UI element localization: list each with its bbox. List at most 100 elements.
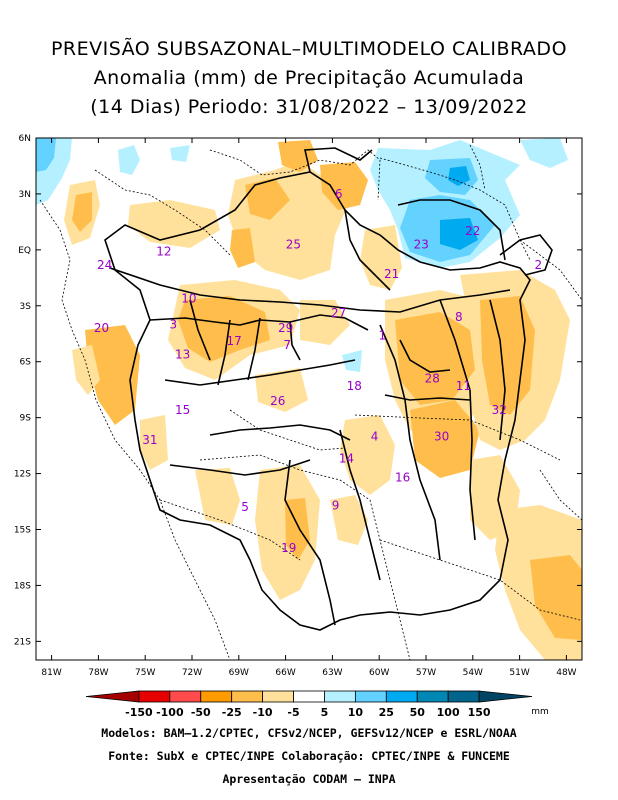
colorbar-label: 5: [321, 706, 329, 719]
colorbar-label: -150: [125, 706, 153, 719]
lat-tick-label: 6N: [19, 134, 31, 144]
border-line: [379, 157, 531, 261]
lat-tick-label: EQ: [18, 246, 31, 256]
positive-anomaly-area: [520, 138, 568, 168]
lon-tick-label: 60W: [369, 668, 389, 678]
colorbar-label: -50: [191, 706, 211, 719]
colorbar-unit: mm: [531, 707, 549, 717]
region-label: 14: [339, 452, 354, 466]
negative-anomaly-area: [230, 228, 255, 268]
negative-anomaly-area: [395, 312, 475, 405]
colorbar-segment: [231, 690, 264, 703]
basin-outline: [164, 359, 356, 386]
lat-tick-label: 12S: [14, 470, 31, 480]
colorbar-segment: [169, 690, 202, 703]
region-label: 25: [286, 237, 301, 251]
footer-source: Fonte: SubX e CPTEC/INPE Colaboração: CP…: [108, 749, 510, 763]
latitude-axis: 6N 3N EQ 3S 6S 9S 12S 15S 18S 21S: [14, 134, 582, 647]
region-label: 18: [347, 379, 362, 393]
lon-tick-label: 69W: [229, 668, 249, 678]
lon-tick-label: 63W: [322, 668, 342, 678]
region-label: 31: [142, 433, 157, 447]
lon-tick-label: 75W: [135, 668, 155, 678]
region-label: 26: [270, 394, 285, 408]
border-line: [229, 409, 346, 451]
colorbar-segment: [200, 690, 233, 703]
basin-outline: [384, 394, 471, 401]
region-label: 10: [181, 291, 196, 305]
negative-anomaly-area: [245, 178, 290, 220]
border-line: [209, 149, 381, 201]
colorbar-label: 100: [437, 706, 460, 719]
lon-tick-label: 66W: [275, 668, 295, 678]
negative-anomaly-area: [72, 192, 92, 232]
longitude-axis: 81W 78W 75W 72W 69W 66W 63W 60W 57W 54W 51W 48W: [41, 138, 577, 678]
negative-anomaly-area: [530, 555, 582, 640]
negative-anomaly-area: [360, 225, 402, 290]
colorbar-label: 50: [410, 706, 426, 719]
border-line: [539, 469, 582, 521]
lon-tick-label: 57W: [416, 668, 436, 678]
region-label: 30: [434, 429, 449, 443]
colorbar-label: 10: [348, 706, 364, 719]
lat-tick-label: 15S: [14, 526, 31, 536]
basin-outline: [169, 459, 311, 476]
colorbar-segment: [324, 690, 356, 703]
region-label: 4: [371, 429, 379, 443]
region-label: 9: [332, 498, 340, 512]
colorbar-segment: [293, 690, 325, 703]
basin-outline: [247, 317, 261, 381]
region-label: 8: [455, 310, 463, 324]
region-label: 2: [534, 258, 542, 272]
negative-anomaly-area: [178, 296, 270, 362]
footer-models: Modelos: BAM–1.2/CPTEC, CFSv2/NCEP, GEFS…: [101, 726, 517, 740]
anomaly-shading: [36, 138, 582, 660]
basin-outline: [499, 234, 553, 276]
colorbar-segment: [138, 690, 171, 703]
positive-anomaly-area: [448, 166, 470, 186]
region-label: 27: [331, 306, 346, 320]
region-labels: 1234567891011121314151617181920212223242…: [94, 187, 542, 555]
basin-outline: [344, 209, 391, 291]
lat-tick-label: 18S: [14, 581, 31, 591]
negative-anomaly-area: [340, 415, 395, 495]
lat-tick-label: 9S: [20, 414, 32, 424]
colorbar-segment: [447, 690, 480, 703]
map-frame: [35, 137, 583, 661]
colorbar-segment: [385, 690, 418, 703]
basin-outline: [379, 324, 441, 561]
negative-anomaly-area: [85, 325, 140, 425]
lon-tick-label: 51W: [509, 668, 529, 678]
negative-anomaly-area: [72, 345, 100, 395]
basin-outline: [304, 147, 373, 173]
colorbar-label: -10: [253, 706, 273, 719]
basin-outline: [489, 299, 506, 441]
positive-anomaly-area: [170, 145, 190, 162]
colorbar-segment: [354, 690, 387, 703]
region-label: 13: [175, 347, 190, 361]
lat-tick-label: 6S: [20, 358, 32, 368]
region-label: 19: [281, 541, 296, 555]
negative-anomaly-area: [320, 162, 368, 210]
region-label: 11: [456, 379, 471, 393]
basin-outline: [104, 171, 531, 631]
lon-tick-label: 81W: [41, 668, 61, 678]
region-label: 21: [384, 267, 399, 281]
colorbar-label: 25: [379, 706, 394, 719]
region-label: 23: [414, 237, 429, 251]
negative-anomaly-area: [330, 495, 368, 545]
basin-outlines: [104, 147, 553, 631]
title-line-1: PREVISÃO SUBSAZONAL–MULTIMODELO CALIBRAD…: [50, 38, 568, 60]
region-label: 22: [465, 224, 480, 238]
border-line: [519, 239, 582, 301]
lat-tick-label: 3N: [19, 190, 31, 200]
lon-tick-label: 78W: [88, 668, 108, 678]
basin-outline: [209, 424, 351, 441]
basin-outline: [439, 299, 476, 541]
region-label: 16: [395, 470, 410, 484]
region-label: 29: [278, 321, 293, 335]
basin-outline: [339, 429, 381, 581]
region-label: 5: [241, 500, 249, 514]
positive-anomaly-area: [440, 218, 478, 250]
